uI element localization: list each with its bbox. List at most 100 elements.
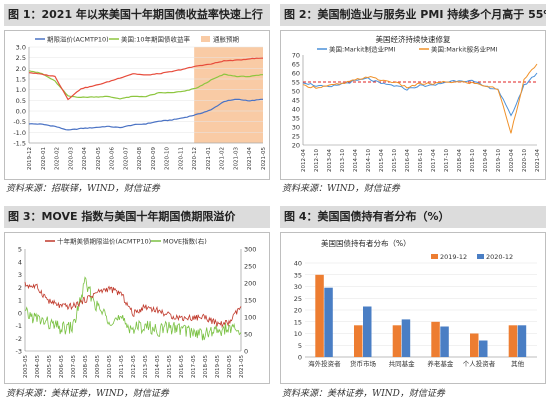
panel-4-title: 图 4：美国国债持有者分布（%）: [280, 206, 546, 228]
x-tick-label: 2017-05: [191, 355, 197, 378]
bar: [479, 340, 488, 357]
x-tick-label: 2016-10: [418, 149, 424, 172]
x-category-label: 养老基金: [427, 359, 454, 368]
x-category-label: 其他: [511, 359, 525, 368]
y-tick-label: 60: [292, 70, 300, 78]
x-tick-label: 2013-10: [340, 149, 346, 172]
y-left-tick-label: 5: [18, 246, 22, 254]
legend-swatch: [201, 36, 210, 42]
y-tick-label: -1.0: [13, 129, 26, 137]
x-tick-label: 2011-05: [119, 355, 125, 378]
x-tick-label: 2021-04: [535, 149, 541, 172]
x-tick-label: 2020-05: [227, 355, 233, 378]
x-tick-label: 2020-07: [123, 147, 129, 170]
legend-label: 期限溢价(ACMTP10): [47, 35, 109, 44]
y-tick-label: 2.5: [16, 54, 26, 62]
bar: [363, 306, 372, 357]
chart-2-frame: 美国经济持续快速修复 20 25 30 35 40 45 50 55 60 65 70 2012-04 2…: [280, 30, 546, 180]
x-category-label: 货币市场: [350, 359, 377, 368]
x-tick-label: 2020-05: [96, 147, 102, 170]
x-tick-label: 2009-05: [95, 355, 101, 378]
x-tick-label: 2019-05: [215, 355, 221, 378]
x-tick-label: 2007-05: [71, 355, 77, 378]
y-right-tick-label: 50: [244, 331, 252, 339]
panel-4-source: 资料来源：美林证券，WIND，财信证券: [282, 389, 445, 399]
y-left-tick-label: 3: [18, 271, 22, 279]
y-left-tick-label: -3: [16, 348, 22, 356]
legend-label: MOVE指数(右): [163, 237, 207, 246]
y-right-tick-label: 0: [244, 348, 248, 356]
y-tick-label: 30: [294, 283, 302, 291]
bar: [440, 326, 449, 357]
x-category-label: 个人投资者: [463, 359, 496, 368]
x-category-label: 海外投资者: [308, 359, 341, 368]
bar: [401, 319, 411, 357]
y-left-tick-label: -1: [16, 322, 22, 330]
shaded-region: [194, 47, 263, 143]
panel-2-title: 图 2：美国制造业与服务业 PMI 持续多个月高于 55%: [280, 4, 546, 26]
y-tick-label: -0.5: [13, 118, 26, 126]
bar: [517, 325, 527, 357]
chart-4-holders: 美国国债持有者分布（%） 0 5 10 15 20 25 30 35 40 海外投资者 货币市场 共同基…: [294, 238, 537, 368]
x-tick-label: 2018-10: [470, 149, 476, 172]
chart-1-frame: -1.5 -1.0 -0.5 0.0 0.5 1.0 1.5 2.0 2.5 3.0 2019-12…: [4, 30, 270, 180]
legend-label: 2020-12: [486, 253, 513, 261]
x-tick-label: 2017-10: [444, 149, 450, 172]
x-tick-label: 2014-10: [366, 149, 372, 172]
y-tick-label: 2.0: [16, 65, 26, 73]
panel-3-source: 资料来源：美林证券，WIND，财信证券: [6, 389, 169, 399]
bar: [431, 321, 440, 358]
bar: [392, 325, 402, 357]
panel-2: 图 2：美国制造业与服务业 PMI 持续多个月高于 55% 美国经济持续快速修复…: [280, 4, 546, 194]
x-tick-label: 2012-05: [131, 355, 137, 378]
x-tick-label: 2020-04: [509, 149, 515, 172]
panel-1-title: 图 1：2021 年以来美国十年期国债收益率快速上行: [4, 4, 270, 26]
series-line: [28, 57, 264, 101]
chart-title: 美国国债持有者分布（%）: [321, 238, 411, 248]
x-tick-label: 2020-10: [165, 147, 171, 170]
y-tick-label: 50: [292, 88, 300, 96]
y-tick-label: 3.0: [16, 44, 26, 52]
panel-2-source: 资料来源：WIND，财信证券: [282, 184, 400, 194]
x-tick-label: 2019-04: [483, 149, 489, 172]
chart-1-yield-premium: -1.5 -1.0 -0.5 0.0 0.5 1.0 1.5 2.0 2.5 3.0 2019-12…: [13, 35, 267, 170]
y-tick-label: -1.5: [13, 140, 26, 148]
legend-label: 2019-12: [440, 253, 467, 261]
legend-label: 美国:10年期国债收益率: [121, 35, 190, 44]
x-tick-label: 2015-04: [379, 149, 385, 172]
y-tick-label: 5: [298, 342, 302, 350]
x-tick-label: 2004-05: [35, 355, 41, 378]
x-tick-label: 2008-05: [83, 355, 89, 378]
y-tick-label: 30: [292, 124, 300, 132]
x-tick-label: 2016-05: [179, 355, 185, 378]
panel-3: 图 3：MOVE 指数与美国十年期国债期限溢价 -3 -2 -1 0 1 2 3 4 5 0 50 1…: [4, 206, 270, 402]
legend-label: 通胀预期: [213, 35, 240, 44]
y-right-tick-label: 100: [244, 314, 256, 322]
y-tick-label: 20: [292, 142, 300, 150]
y-tick-label: 45: [292, 97, 300, 105]
y-tick-label: 1.0: [16, 86, 26, 94]
x-tick-label: 2019-12: [27, 147, 33, 170]
bar: [470, 333, 479, 357]
x-tick-label: 2015-10: [392, 149, 398, 172]
x-tick-label: 2020-06: [110, 147, 116, 170]
y-tick-label: 1.5: [16, 76, 26, 84]
y-tick-label: 20: [294, 307, 302, 315]
x-tick-label: 2020-10: [522, 149, 528, 172]
series-line: [24, 276, 242, 341]
y-tick-label: 65: [292, 61, 300, 69]
x-tick-label: 2006-05: [59, 355, 65, 378]
chart-3-frame: -3 -2 -1 0 1 2 3 4 5 0 50 100 150 200 250 300 2003-05 200…: [4, 232, 270, 384]
legend-label: 美国:Markit服务业PMI: [431, 45, 498, 54]
x-tick-label: 2019-10: [496, 149, 502, 172]
x-tick-label: 2016-04: [405, 149, 411, 172]
y-tick-label: 70: [292, 52, 300, 60]
y-tick-label: 25: [292, 133, 300, 141]
x-tick-label: 2003-05: [23, 355, 29, 378]
y-left-tick-label: 4: [18, 258, 22, 266]
x-tick-label: 2014-05: [155, 355, 161, 378]
bar: [324, 287, 333, 357]
panel-3-title: 图 3：MOVE 指数与美国十年期国债期限溢价: [4, 206, 270, 228]
